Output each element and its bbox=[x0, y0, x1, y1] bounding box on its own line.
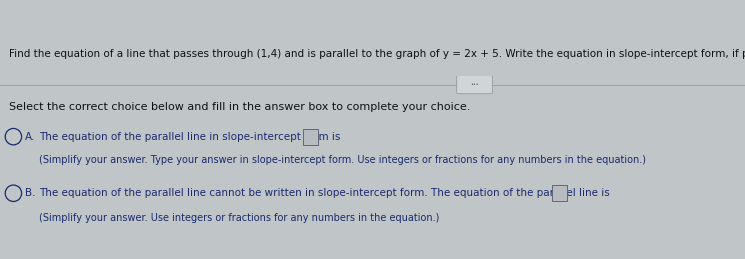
Text: .: . bbox=[568, 188, 571, 198]
FancyBboxPatch shape bbox=[457, 75, 492, 94]
Text: (Simplify your answer. Type your answer in slope-intercept form. Use integers or: (Simplify your answer. Type your answer … bbox=[39, 155, 646, 166]
Text: A.: A. bbox=[25, 132, 36, 142]
FancyBboxPatch shape bbox=[303, 129, 318, 145]
Text: •••: ••• bbox=[470, 82, 479, 87]
FancyBboxPatch shape bbox=[552, 185, 567, 201]
Text: B.: B. bbox=[25, 188, 36, 198]
Text: The equation of the parallel line in slope-intercept form is: The equation of the parallel line in slo… bbox=[39, 132, 346, 142]
Text: Find the equation of a line that passes through (1,4) and is parallel to the gra: Find the equation of a line that passes … bbox=[9, 49, 745, 59]
Text: The equation of the parallel line cannot be written in slope-intercept form. The: The equation of the parallel line cannot… bbox=[39, 188, 616, 198]
Text: Select the correct choice below and fill in the answer box to complete your choi: Select the correct choice below and fill… bbox=[9, 102, 470, 112]
Text: .: . bbox=[319, 132, 323, 142]
Text: (Simplify your answer. Use integers or fractions for any numbers in the equation: (Simplify your answer. Use integers or f… bbox=[39, 213, 439, 223]
